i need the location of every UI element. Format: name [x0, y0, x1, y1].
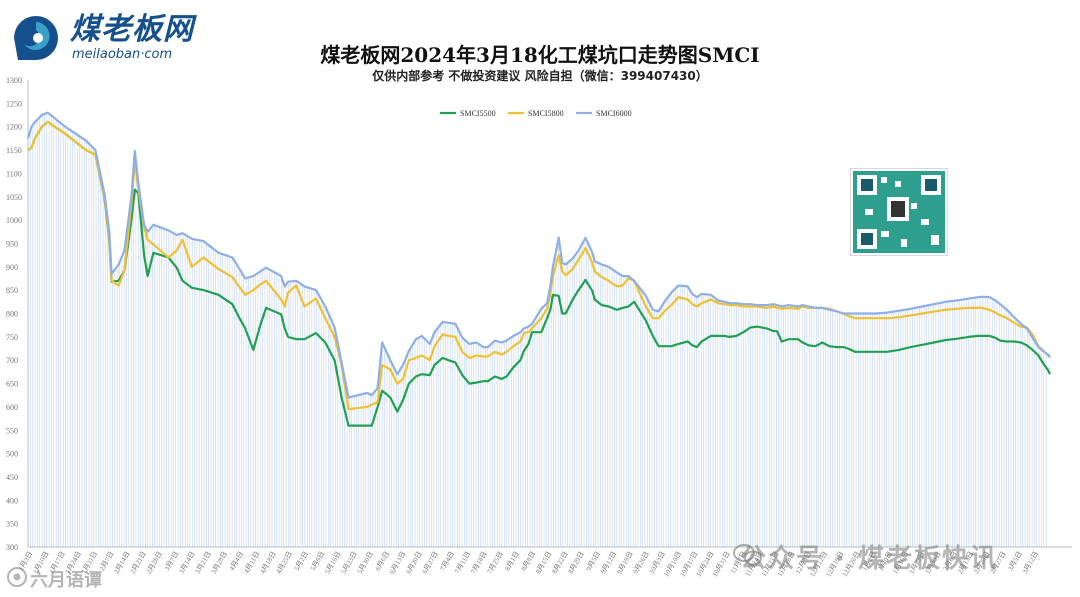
- logo-mark-icon: [14, 16, 58, 60]
- y-tick-label: 1250: [6, 99, 22, 108]
- y-tick-label: 1300: [6, 76, 22, 85]
- legend-label: SMCI5500: [460, 109, 496, 118]
- wechat-icon: [733, 544, 762, 566]
- x-tick-label: 5月2日: [293, 550, 310, 572]
- y-tick-label: 900: [6, 263, 18, 272]
- qr-code: [850, 168, 948, 256]
- account-watermark: 公众号 · 煤老板快讯: [740, 544, 998, 574]
- series-line-smci5800: [27, 120, 1051, 411]
- x-tick-label: 5月30日: [356, 550, 375, 575]
- y-tick-label: 850: [6, 286, 18, 295]
- y-tick-label: 750: [6, 333, 18, 342]
- y-tick-label: 700: [6, 356, 18, 365]
- y-tick-label: 1150: [6, 146, 22, 155]
- chart-title: 煤老板网2024年3月18化工煤坑口走势图SMCI: [320, 43, 760, 67]
- series-line-smci6000: [26, 111, 1051, 399]
- x-tick-label: 4月25日: [275, 550, 294, 575]
- brand-name: 煤老板网: [70, 12, 194, 47]
- x-tick-label: 3月12日: [1021, 550, 1040, 575]
- series-line-smci5500: [27, 120, 1051, 427]
- y-tick-label: 950: [6, 239, 18, 248]
- camera-icon: [7, 567, 27, 587]
- chart-subtitle: 仅供内部参考 不做投资建议 风险自担（微信：399407430）: [372, 69, 708, 83]
- y-tick-label: 600: [6, 403, 18, 412]
- y-tick-label: 550: [6, 426, 18, 435]
- x-tick-label: 8月1日: [504, 550, 521, 572]
- y-tick-label: 1050: [6, 193, 22, 202]
- y-tick-label: 400: [6, 496, 18, 505]
- x-tick-label: 7月25日: [486, 550, 505, 575]
- x-tick-label: 3月28日: [210, 550, 229, 575]
- brand-logo: 煤老板网 meilaoban·com: [8, 8, 228, 64]
- qr-code-icon: [853, 171, 945, 253]
- brand-url: meilaoban·com: [72, 47, 173, 62]
- legend-label: SMCI6000: [596, 109, 632, 118]
- x-tick-label: 8月29日: [567, 550, 586, 575]
- x-tick-label: 2月28日: [145, 550, 164, 575]
- y-tick-label: 350: [6, 520, 18, 529]
- y-tick-label: 300: [6, 543, 18, 552]
- source-watermark: 六月语谭: [30, 570, 102, 591]
- x-tick-label: 6月27日: [421, 550, 440, 575]
- y-tick-label: 450: [6, 473, 18, 482]
- y-tick-label: 800: [6, 310, 18, 319]
- y-tick-label: 500: [6, 450, 18, 459]
- y-tick-label: 1100: [6, 169, 22, 178]
- y-tick-label: 1200: [6, 123, 22, 132]
- legend-label: SMCI5800: [528, 109, 564, 118]
- y-tick-label: 1000: [6, 216, 22, 225]
- y-tick-label: 650: [6, 380, 18, 389]
